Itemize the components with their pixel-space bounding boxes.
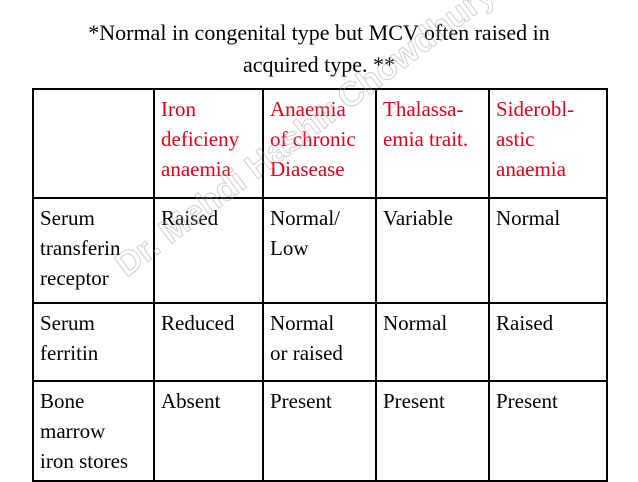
table-cell: Bone marrow iron stores [32, 380, 155, 482]
table-row: Bone marrow iron stores Absent Present Presen… [32, 380, 608, 482]
cell-line: Raised [161, 206, 219, 230]
cell-line: Normal [496, 206, 561, 230]
cell-line: of chronic [270, 127, 356, 151]
table-cell: Iron deficieny anaemia [153, 88, 264, 199]
cell-line: Present [496, 389, 558, 413]
table-row: Serum ferritin Reduced Normal or raised Norma… [32, 302, 608, 382]
cell-line: Present [383, 389, 445, 413]
cell-line: emia trait. [383, 127, 469, 151]
table-cell: Serum ferritin [32, 302, 155, 382]
table-cell: Normal [488, 197, 608, 304]
cell-line: Normal/ [270, 206, 340, 230]
comparison-table: Iron deficieny anaemia Anaemia of chronic Dia… [32, 88, 608, 482]
header-row: Iron deficieny anaemia Anaemia of chronic Dia… [32, 88, 608, 199]
title-line: acquired type. ** [242, 52, 396, 77]
cell-line: Siderobl- [496, 97, 575, 121]
cell-line: anaemia [496, 157, 566, 181]
cell-line: Raised [496, 311, 554, 335]
cell-line: marrow [40, 419, 106, 443]
table-cell: Normal/Low [262, 197, 377, 304]
table-cell [32, 88, 155, 199]
cell-line: Thalassa- [383, 97, 464, 121]
cell-line: astic [496, 127, 535, 151]
table-cell: Variable [375, 197, 490, 304]
cell-line: Low [270, 236, 309, 260]
table-cell: Raised [488, 302, 608, 382]
cell-line: Normal [383, 311, 448, 335]
cell-line: Reduced [161, 311, 235, 335]
table-cell: Normal or raised [262, 302, 377, 382]
table-cell: Normal [375, 302, 490, 382]
cell-line: Iron [161, 97, 196, 121]
cell-line: ferritin [40, 341, 99, 365]
cell-line: anaemia [161, 157, 231, 181]
cell-line: Anaemia [270, 97, 346, 121]
cell-line: Absent [161, 389, 221, 413]
cell-line: or raised [270, 341, 343, 365]
cell-line: Serum [40, 311, 95, 335]
cell-line: Present [270, 389, 332, 413]
cell-line: transferin [40, 236, 121, 260]
cell-line: Bone [40, 389, 85, 413]
table-cell: Present [262, 380, 377, 482]
cell-line: Variable [383, 206, 453, 230]
cell-line: receptor [40, 266, 109, 290]
cell-line: iron stores [40, 449, 129, 473]
cell-line: Normal [270, 311, 335, 335]
cell-line: Serum [40, 206, 95, 230]
table-cell: Raised [153, 197, 264, 304]
table-cell: Siderobl-astic anaemia [488, 88, 608, 199]
table-cell: Reduced [153, 302, 264, 382]
table-cell: Absent [153, 380, 264, 482]
table-cell: Present [488, 380, 608, 482]
title-line: *Normal in congenital type but MCV often… [88, 20, 550, 45]
cell-line: deficieny [161, 127, 240, 151]
cell-line: Diasease [270, 157, 345, 181]
table-row: Serum transferin receptor Raised Normal/Low V… [32, 197, 608, 304]
table-cell: Thalassa-emia trait. [375, 88, 490, 199]
table-cell: Anaemia of chronic Diasease [262, 88, 377, 199]
table-cell: Serum transferin receptor [32, 197, 155, 304]
table-cell: Present [375, 380, 490, 482]
